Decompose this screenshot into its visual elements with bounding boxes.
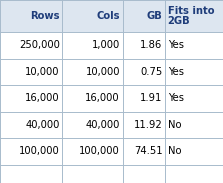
Text: 16,000: 16,000 xyxy=(25,93,60,103)
Text: 74.51: 74.51 xyxy=(134,146,162,156)
Text: GB: GB xyxy=(147,11,162,21)
Text: 0.75: 0.75 xyxy=(140,67,162,77)
Text: Rows: Rows xyxy=(30,11,60,21)
Text: 40,000: 40,000 xyxy=(86,120,120,130)
Text: 1.91: 1.91 xyxy=(140,93,162,103)
Text: Yes: Yes xyxy=(168,93,184,103)
Bar xyxy=(0,85,223,112)
Text: No: No xyxy=(168,120,181,130)
Text: Yes: Yes xyxy=(168,67,184,77)
Bar xyxy=(0,112,223,138)
Text: 100,000: 100,000 xyxy=(79,146,120,156)
Bar xyxy=(0,0,223,32)
Text: 11.92: 11.92 xyxy=(134,120,162,130)
Bar xyxy=(0,138,223,165)
Bar xyxy=(0,32,223,59)
Text: 100,000: 100,000 xyxy=(19,146,60,156)
Text: Fits into
2GB: Fits into 2GB xyxy=(168,6,214,26)
Text: 250,000: 250,000 xyxy=(19,40,60,50)
Text: 10,000: 10,000 xyxy=(85,67,120,77)
Text: 16,000: 16,000 xyxy=(85,93,120,103)
Text: Cols: Cols xyxy=(97,11,120,21)
Text: 40,000: 40,000 xyxy=(25,120,60,130)
Text: 1.86: 1.86 xyxy=(140,40,162,50)
Bar xyxy=(0,59,223,85)
Text: 1,000: 1,000 xyxy=(92,40,120,50)
Text: 10,000: 10,000 xyxy=(25,67,60,77)
Text: Yes: Yes xyxy=(168,40,184,50)
Text: No: No xyxy=(168,146,181,156)
